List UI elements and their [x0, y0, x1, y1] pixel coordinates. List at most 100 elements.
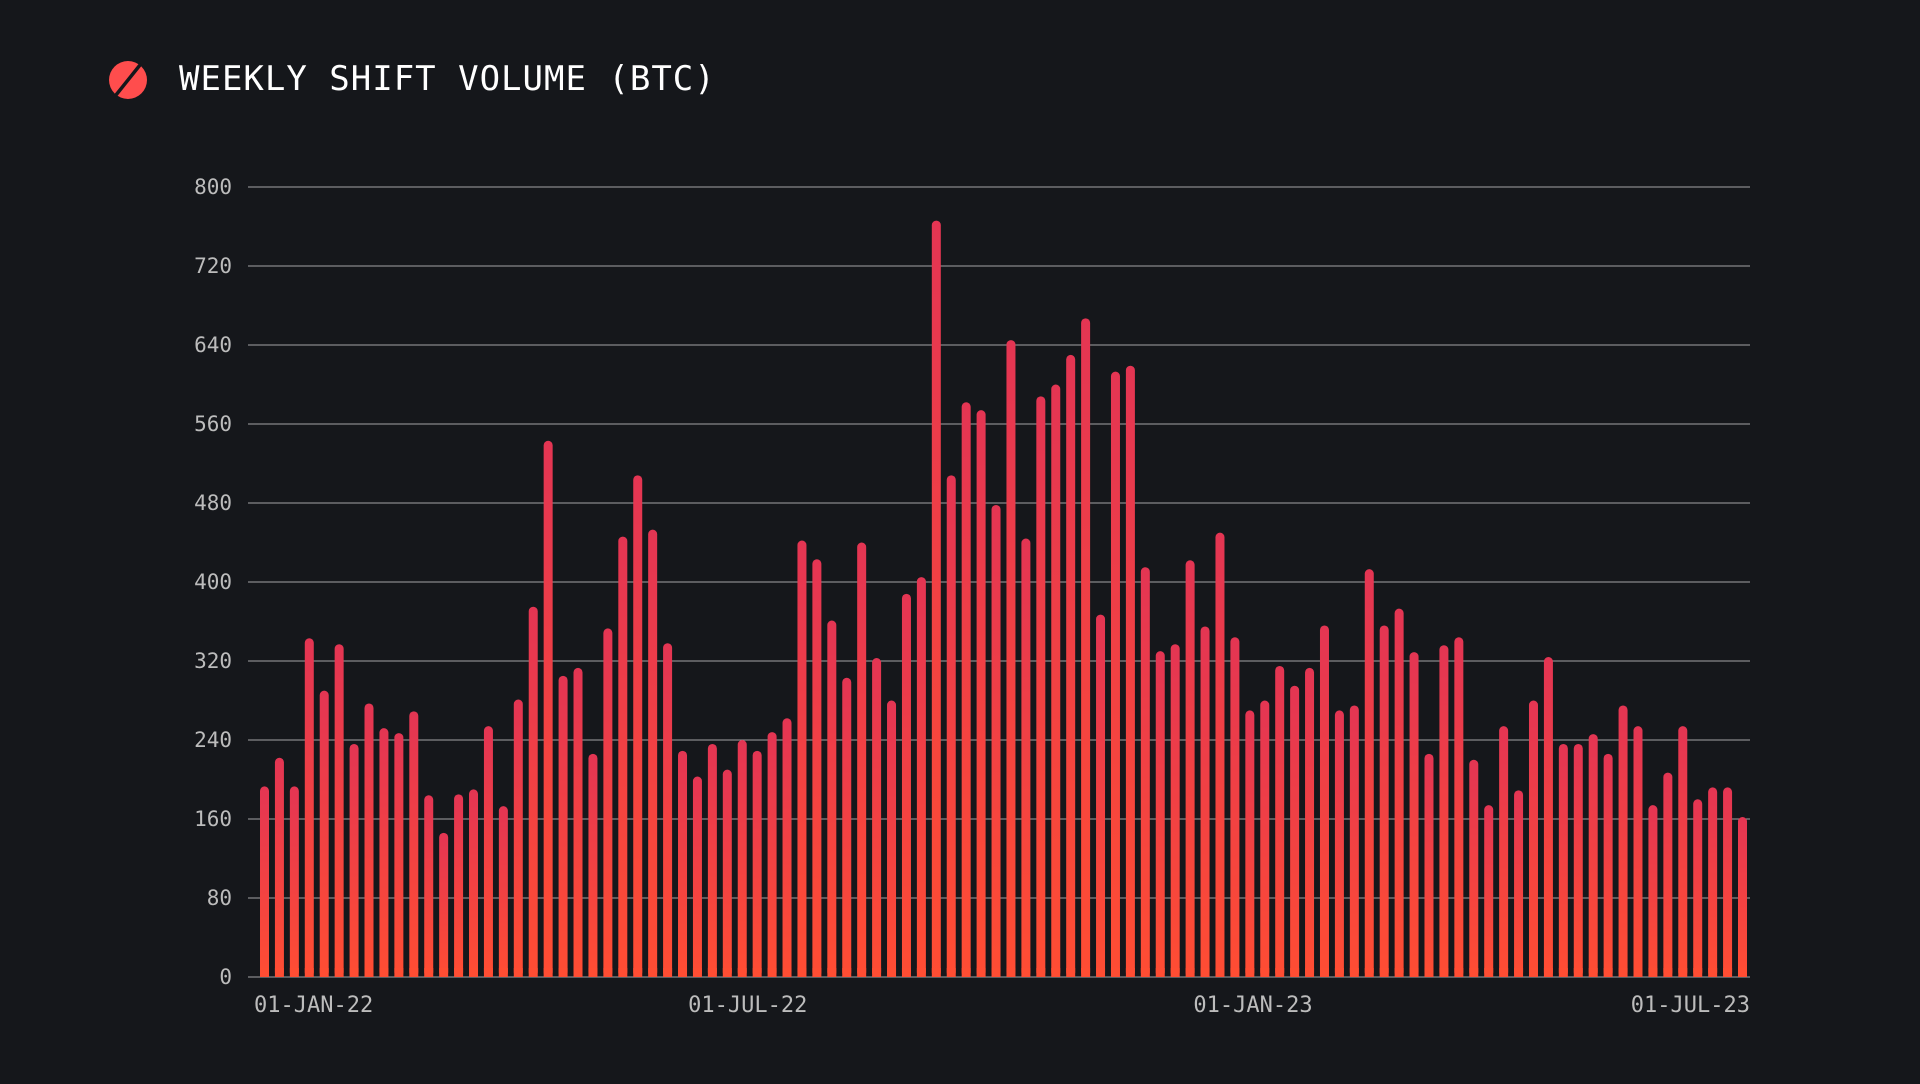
bar [618, 536, 628, 977]
bar-base [349, 968, 359, 977]
y-tick-label: 320 [194, 649, 232, 673]
bar [946, 475, 956, 977]
bar [1409, 652, 1419, 977]
bar [364, 703, 374, 977]
bar [1006, 340, 1016, 977]
y-tick-label: 560 [194, 412, 232, 436]
bar-base [513, 968, 523, 977]
bar-base [782, 968, 792, 977]
bar [1618, 705, 1628, 977]
bar [1394, 608, 1404, 977]
bar-base [872, 968, 882, 977]
bar [1305, 667, 1315, 977]
bar [469, 789, 479, 977]
x-axis-ticks: 01-JAN-22 01-JUL-22 01-JAN-23 01-JUL-23 [254, 993, 1750, 1018]
bar [1081, 318, 1091, 977]
bar-base [1693, 968, 1703, 977]
bar-base [1066, 968, 1076, 977]
bar [1723, 787, 1733, 977]
bar [513, 699, 523, 977]
bar-base [1379, 968, 1389, 977]
y-tick-label: 800 [194, 175, 232, 199]
y-tick-label: 240 [194, 728, 232, 752]
bar [1096, 614, 1106, 977]
bar [1051, 384, 1061, 977]
bar [1439, 645, 1449, 977]
bar-base [946, 968, 956, 977]
bar-base [603, 968, 613, 977]
bar [603, 628, 613, 977]
bar-base [1230, 968, 1240, 977]
bar [274, 757, 284, 977]
bar [1514, 790, 1524, 977]
bar-base [1603, 968, 1613, 977]
bar [1588, 734, 1598, 977]
bar-base [931, 968, 941, 977]
bar-base [1573, 968, 1583, 977]
bar [454, 794, 464, 977]
bar-base [1618, 968, 1628, 977]
bar [1036, 396, 1046, 978]
bar-base [1543, 968, 1553, 977]
bar [752, 750, 762, 977]
bar-base [1484, 968, 1494, 977]
bar [722, 769, 732, 977]
bar-base [439, 968, 449, 977]
bar [1215, 532, 1225, 977]
bar-base [633, 968, 643, 977]
bar-base [304, 968, 314, 977]
bar [707, 743, 717, 977]
bar [483, 726, 493, 977]
bar-base [1499, 968, 1509, 977]
bar [1499, 726, 1509, 977]
bar [1738, 817, 1747, 977]
bar [961, 402, 971, 977]
bar [528, 606, 538, 977]
x-tick-label: 01-JAN-22 [254, 993, 373, 1018]
bar [1260, 700, 1270, 977]
bar-base [1036, 968, 1046, 977]
bar-base [648, 968, 658, 977]
bar [573, 667, 583, 977]
bar-base [842, 968, 852, 977]
bar-base [1723, 968, 1733, 977]
x-tick-label: 01-JUL-22 [688, 993, 807, 1018]
bar-series [260, 220, 1747, 978]
y-tick-label: 480 [194, 491, 232, 515]
bar-base [1648, 968, 1658, 977]
bar [782, 718, 792, 977]
bar-base [1663, 968, 1673, 977]
bar-base [857, 968, 867, 977]
bar-base [692, 968, 702, 977]
bar [588, 753, 598, 977]
bar-base [1409, 968, 1419, 977]
bar-base [1110, 968, 1120, 977]
bar [857, 542, 867, 977]
bar-base [797, 968, 807, 977]
bar [1364, 569, 1374, 977]
bar [349, 743, 359, 977]
bar-base [961, 968, 971, 977]
bar-base [573, 968, 583, 977]
bar [289, 786, 299, 977]
bar-base [1514, 968, 1524, 977]
bar-base [1140, 968, 1150, 977]
bar [767, 732, 777, 977]
slashed-circle-logo-icon [109, 61, 147, 99]
bar [1140, 567, 1150, 977]
bar-base [1708, 968, 1718, 977]
x-tick-label: 01-JUL-23 [1631, 993, 1750, 1018]
bar [424, 795, 434, 977]
bar [1558, 743, 1568, 977]
chart-title: WEEKLY SHIFT VOLUME (BTC) [179, 59, 716, 99]
bar-base [976, 968, 986, 977]
bar-base [887, 968, 897, 977]
bar [1125, 365, 1135, 977]
bar [1290, 685, 1300, 977]
bar [409, 711, 419, 977]
bar-base [812, 968, 822, 977]
bar-base [394, 968, 404, 977]
bar-base [319, 968, 329, 977]
bar-base [1558, 968, 1568, 977]
